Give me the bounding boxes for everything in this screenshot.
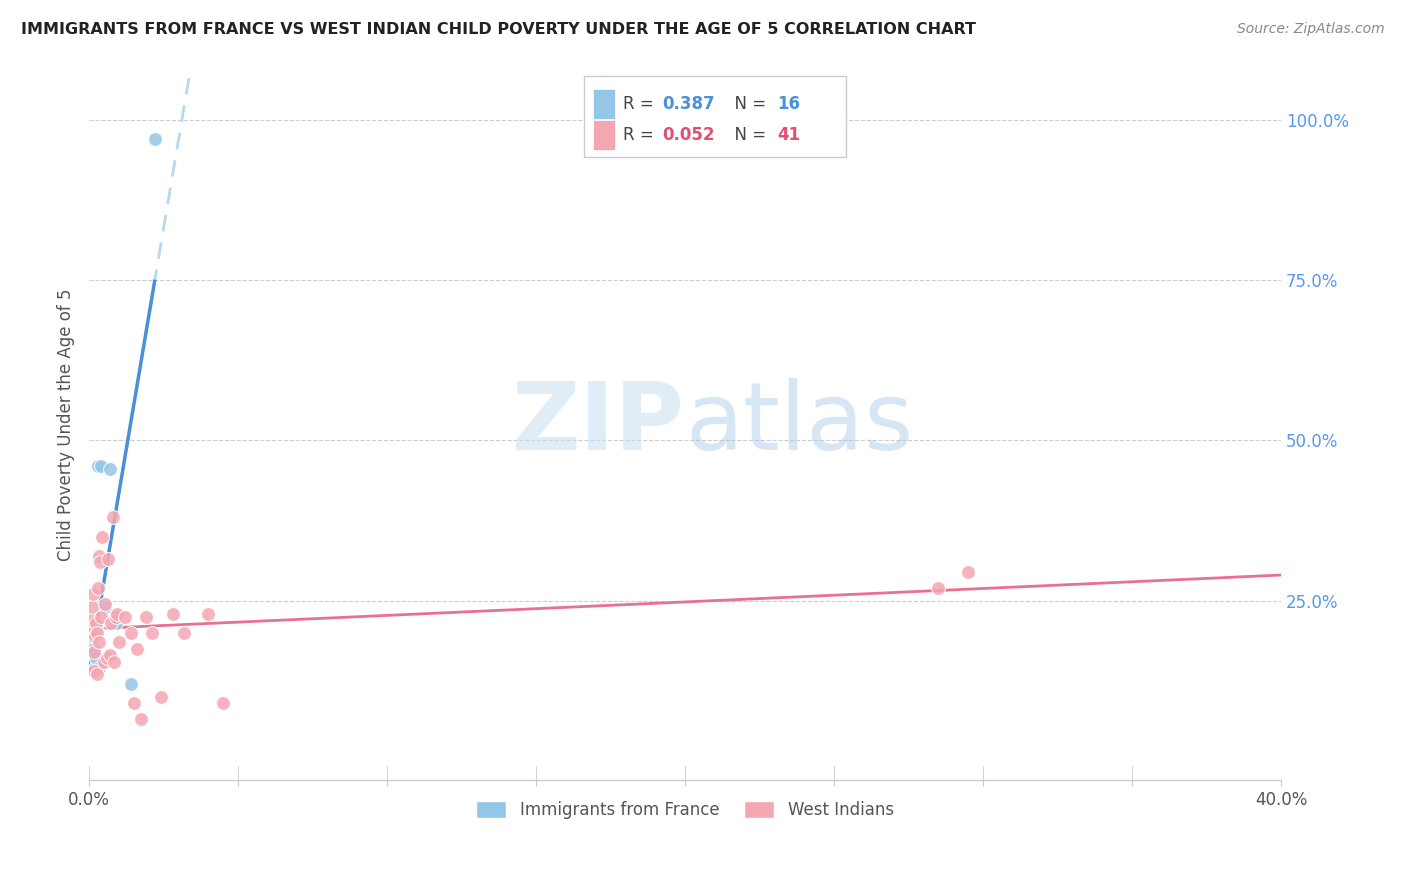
Point (141, 625, 163, 640)
Point (86, 667, 108, 681)
Point (98, 462, 121, 476)
FancyBboxPatch shape (583, 76, 846, 158)
Point (82, 616, 104, 631)
Point (83, 641, 105, 656)
Point (120, 677, 142, 691)
Point (89, 555, 111, 569)
Point (149, 690, 172, 704)
Point (83, 648, 105, 663)
Point (84, 629, 107, 643)
Y-axis label: Child Poverty Under the Age of 5: Child Poverty Under the Age of 5 (58, 288, 75, 561)
Point (86, 623, 108, 637)
Point (143, 132, 166, 146)
Text: N =: N = (724, 126, 772, 144)
Point (80, 635, 103, 649)
Point (162, 607, 184, 621)
Point (197, 607, 219, 621)
Point (84, 661, 107, 675)
Point (86, 625, 108, 640)
Point (957, 565, 980, 579)
Point (114, 609, 136, 624)
FancyBboxPatch shape (593, 89, 614, 120)
Point (98, 648, 121, 663)
Point (80, 600, 103, 615)
Text: IMMIGRANTS FROM FRANCE VS WEST INDIAN CHILD POVERTY UNDER THE AGE OF 5 CORRELATI: IMMIGRANTS FROM FRANCE VS WEST INDIAN CH… (21, 22, 976, 37)
Point (80, 613, 103, 627)
Point (90, 609, 112, 624)
Point (125, 641, 148, 656)
Point (105, 607, 128, 621)
Point (100, 616, 122, 631)
Point (96, 651, 118, 665)
Point (89, 661, 111, 675)
Point (135, 609, 157, 624)
Point (84, 651, 107, 665)
Point (91, 530, 114, 544)
Point (104, 616, 127, 631)
Point (129, 712, 152, 726)
Point (83, 645, 105, 659)
Text: atlas: atlas (685, 378, 914, 470)
Point (94, 597, 117, 611)
Text: ZIP: ZIP (512, 378, 685, 470)
Point (80, 629, 103, 643)
Point (104, 609, 127, 624)
Point (93, 655, 115, 669)
Text: 0.387: 0.387 (662, 95, 716, 113)
Point (94, 600, 117, 615)
Point (97, 552, 120, 566)
Text: 16: 16 (776, 95, 800, 113)
Text: 41: 41 (776, 126, 800, 144)
Text: N =: N = (724, 95, 772, 113)
Point (120, 625, 142, 640)
Point (927, 581, 949, 595)
Point (82, 587, 104, 601)
Text: 0.052: 0.052 (662, 126, 714, 144)
Legend: Immigrants from France, West Indians: Immigrants from France, West Indians (470, 794, 900, 825)
Point (101, 510, 124, 524)
Point (87, 581, 110, 595)
Text: R =: R = (623, 126, 659, 144)
Point (83, 665, 105, 679)
FancyBboxPatch shape (593, 120, 614, 150)
Point (122, 697, 145, 711)
Point (173, 625, 195, 640)
Point (103, 655, 125, 669)
Text: R =: R = (623, 95, 659, 113)
Point (84, 616, 107, 631)
Text: Source: ZipAtlas.com: Source: ZipAtlas.com (1237, 22, 1385, 37)
Point (87, 459, 110, 474)
Point (87, 549, 110, 563)
Point (108, 635, 131, 649)
Point (79, 625, 101, 640)
Point (89, 635, 111, 649)
Point (90, 459, 112, 474)
Point (212, 697, 235, 711)
